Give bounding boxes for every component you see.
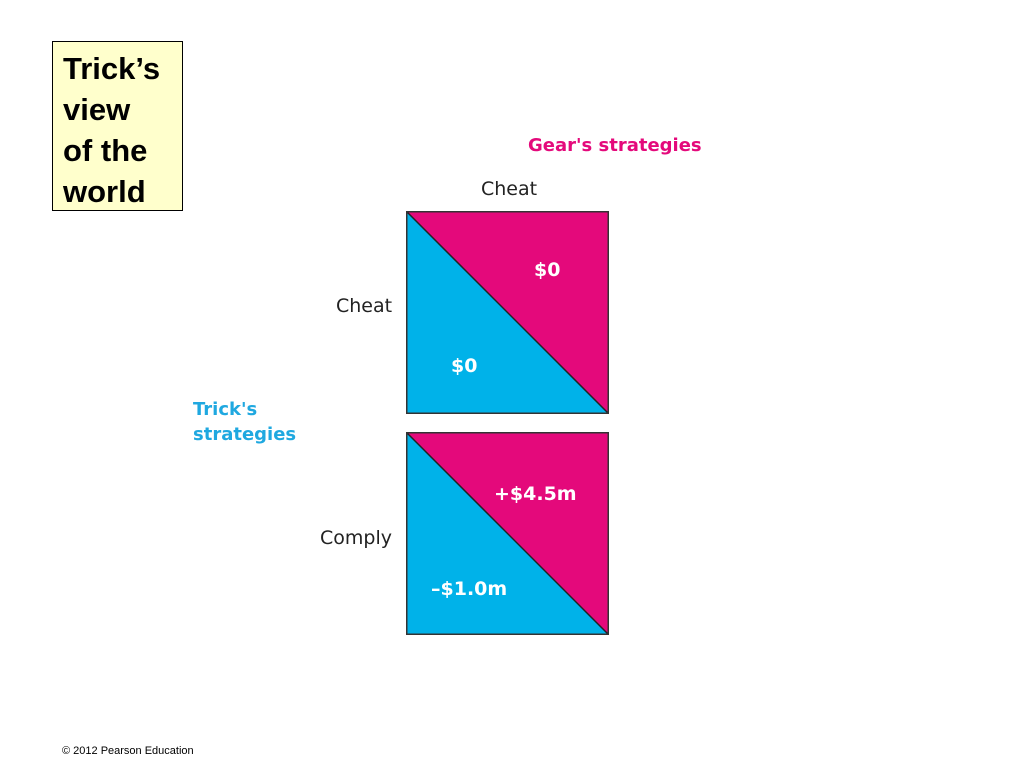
trick-row-comply: Comply — [320, 527, 392, 549]
gear-strategies-title: Gear's strategies — [528, 135, 702, 156]
copyright-footer: © 2012 Pearson Education — [62, 745, 194, 757]
trick-title-line: Trick's — [193, 399, 258, 420]
trick-payoff: $0 — [451, 355, 478, 377]
gear-payoff: +$4.5m — [494, 483, 577, 505]
slide-title-box: Trick’s view of the world — [52, 41, 183, 211]
title-line: view — [63, 92, 131, 127]
title-line: of the — [63, 133, 148, 168]
gear-column-cheat: Cheat — [481, 178, 538, 200]
payoff-cell-cheat-cheat: $0 $0 — [406, 211, 609, 414]
cell-border — [406, 432, 609, 635]
trick-title-line: strategies — [193, 424, 297, 445]
cell-diagonal — [406, 211, 609, 414]
payoff-cell-graphic — [406, 432, 609, 635]
title-line: Trick’s — [63, 51, 161, 86]
trick-payoff: –$1.0m — [431, 578, 508, 600]
title-line: world — [63, 174, 146, 209]
payoff-cell-comply-cheat: +$4.5m –$1.0m — [406, 432, 609, 635]
gear-payoff: $0 — [534, 259, 561, 281]
payoff-cell-graphic — [406, 211, 609, 414]
cell-diagonal — [406, 432, 609, 635]
cell-border — [406, 211, 609, 414]
trick-row-cheat: Cheat — [336, 295, 393, 317]
trick-strategies-title: Trick's strategies — [193, 397, 296, 447]
